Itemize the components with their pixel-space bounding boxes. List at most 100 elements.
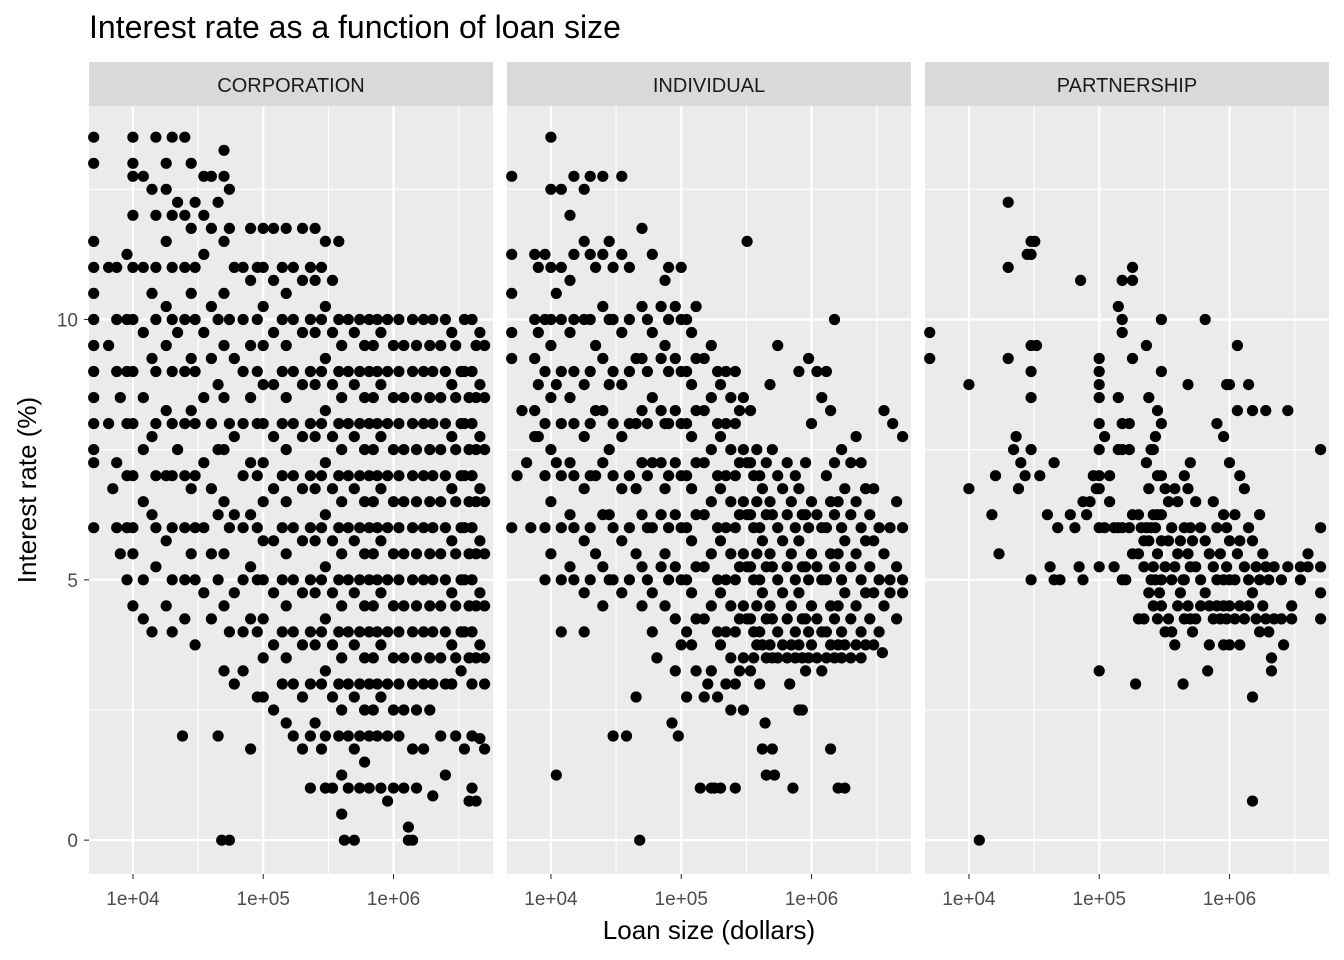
data-point [1238, 613, 1250, 625]
data-point [1282, 405, 1294, 417]
data-point [435, 392, 447, 404]
data-point [375, 639, 387, 651]
data-point [897, 522, 909, 534]
data-point [603, 509, 615, 521]
data-point [578, 626, 590, 638]
data-point [1243, 574, 1255, 586]
data-point [836, 626, 848, 638]
data-point [1199, 535, 1211, 547]
data-point [1093, 418, 1105, 430]
data-point [237, 365, 249, 378]
data-point [641, 574, 654, 586]
data-point [506, 352, 518, 365]
data-point [410, 548, 423, 560]
data-point [878, 600, 890, 612]
data-point [607, 418, 619, 430]
data-point [878, 405, 890, 417]
data-point [111, 261, 123, 273]
data-point [111, 457, 123, 469]
data-point [367, 652, 379, 664]
data-point [375, 691, 387, 703]
data-point [529, 313, 541, 326]
data-point [884, 522, 896, 534]
data-point [1282, 561, 1294, 573]
data-point [218, 600, 230, 612]
data-point [359, 652, 371, 664]
data-point [564, 457, 576, 469]
data-point [839, 639, 851, 651]
data-point [150, 418, 162, 430]
data-point [326, 587, 339, 599]
data-point [729, 418, 741, 430]
data-point [1184, 457, 1196, 469]
data-point [418, 626, 430, 638]
data-point [228, 352, 240, 365]
data-point [1315, 587, 1327, 599]
data-point [1002, 352, 1014, 365]
data-point [319, 509, 331, 521]
data-point [1093, 470, 1105, 482]
data-point [655, 352, 667, 365]
data-point [973, 834, 985, 846]
data-point [705, 548, 717, 560]
data-point [555, 522, 567, 534]
facet-strip [925, 62, 1329, 106]
data-point [539, 248, 551, 260]
data-point [868, 535, 880, 547]
data-point [185, 483, 197, 495]
data-point [1120, 574, 1132, 586]
data-point [820, 574, 833, 586]
data-point [315, 522, 328, 534]
data-point [410, 444, 423, 456]
data-point [532, 261, 544, 273]
data-point [529, 248, 541, 260]
data-point [597, 600, 609, 612]
data-point [607, 365, 619, 378]
data-point [545, 261, 557, 273]
data-point [160, 339, 172, 352]
data-point [1315, 444, 1327, 456]
data-point [424, 704, 436, 716]
data-point [393, 730, 405, 742]
data-point [1234, 639, 1246, 651]
data-point [218, 548, 230, 560]
data-point [127, 170, 139, 182]
data-point [1093, 392, 1105, 404]
data-point [287, 574, 299, 586]
data-point [251, 522, 263, 534]
data-point [555, 626, 567, 638]
data-point [1223, 600, 1236, 612]
data-point [584, 522, 596, 534]
data-point [816, 392, 828, 404]
data-point [435, 548, 447, 560]
data-point [450, 444, 462, 456]
data-point [850, 431, 862, 443]
data-point [597, 561, 609, 573]
data-point [1010, 431, 1022, 443]
data-point [367, 704, 379, 716]
data-point [424, 496, 436, 508]
data-point [744, 457, 757, 469]
data-point [198, 522, 210, 534]
data-point [427, 470, 439, 482]
data-point [578, 235, 590, 247]
data-point [1190, 561, 1202, 573]
data-point [1162, 535, 1175, 547]
data-point [280, 600, 292, 612]
data-point [268, 431, 280, 443]
data-point [160, 235, 172, 247]
data-point [623, 522, 636, 534]
data-point [1153, 587, 1166, 599]
data-point [1015, 457, 1027, 469]
data-point [137, 261, 149, 273]
data-point [212, 313, 224, 326]
data-point [446, 639, 458, 651]
data-point [280, 287, 292, 299]
data-point [88, 444, 100, 456]
data-point [160, 183, 172, 195]
data-point [636, 561, 648, 573]
panel-background [925, 106, 1329, 874]
data-point [304, 470, 316, 482]
data-point [363, 626, 375, 638]
data-point [474, 431, 486, 443]
